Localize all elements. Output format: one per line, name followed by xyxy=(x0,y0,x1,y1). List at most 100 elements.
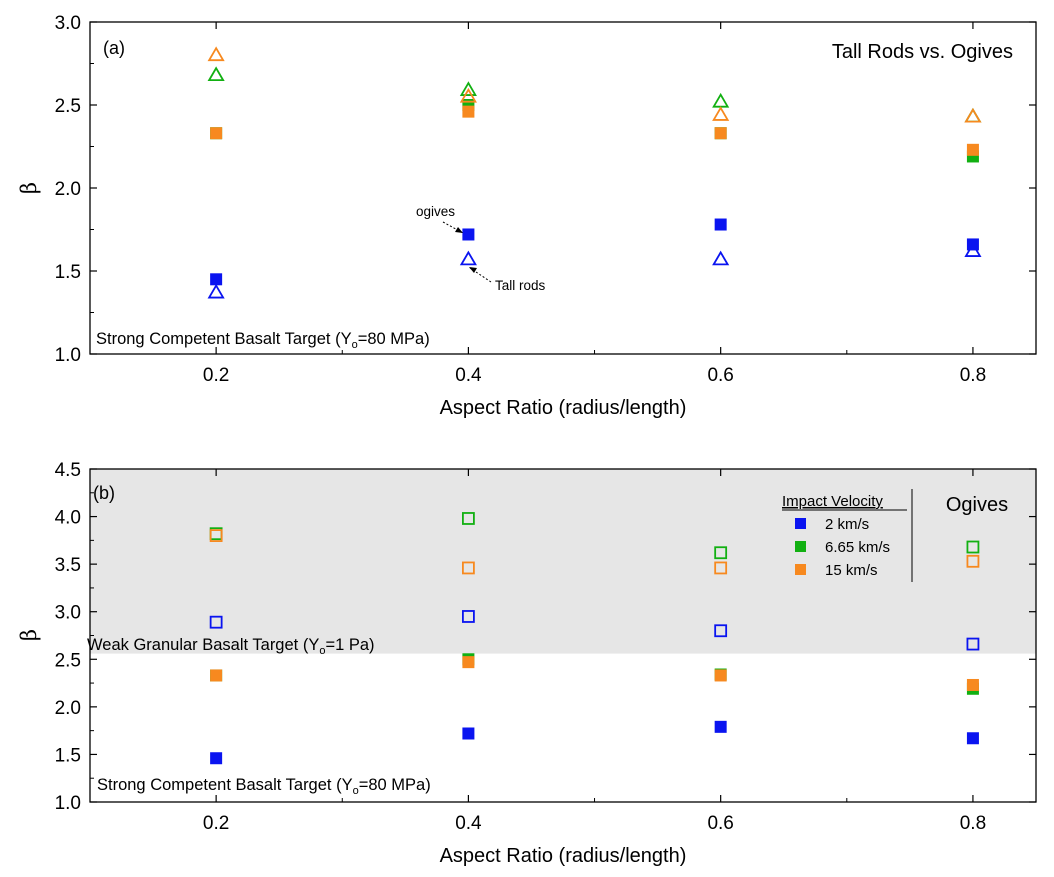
x-tick-label-a-1: 0.4 xyxy=(455,365,482,386)
point-a-blue-triangle-open-1 xyxy=(459,250,477,266)
point-a-blue-square-filled-0 xyxy=(210,273,223,286)
point-a-green-triangle-open-3 xyxy=(964,107,982,123)
point-b-green-square-open-3 xyxy=(966,540,980,554)
point-b-blue-square-open-3 xyxy=(966,637,980,651)
legend-label-15kms: 15 km/s xyxy=(825,562,878,579)
y-tick-label-b-4: 3.0 xyxy=(55,603,81,624)
point-b-orange-square-open-0 xyxy=(209,529,223,542)
point-a-green-triangle-open-1 xyxy=(459,81,477,96)
point-a-blue-triangle-open-0 xyxy=(207,283,225,299)
panel-a-y-axis-title: β xyxy=(17,182,41,194)
point-a-orange-triangle-open-0 xyxy=(207,46,225,62)
point-b-orange-square-filled-1 xyxy=(462,656,475,669)
point-a-orange-triangle-open-2 xyxy=(712,106,730,121)
point-b-blue-square-filled-0 xyxy=(210,752,223,765)
legend-swatch-665kms xyxy=(795,541,806,552)
point-b-green-square-open-1 xyxy=(461,512,475,525)
annotation-tall-rods: Tall rods xyxy=(495,278,546,293)
point-a-orange-triangle-open-3 xyxy=(964,107,982,123)
panel-a-note-suffix: =80 MPa) xyxy=(358,330,430,348)
panel-a-frame xyxy=(89,21,1037,355)
panel-b-shaded-region xyxy=(90,469,1036,654)
legend-title: Impact Velocity xyxy=(782,493,883,510)
point-b-orange-square-open-3 xyxy=(966,554,980,568)
point-b-orange-square-filled-2 xyxy=(714,669,727,682)
legend-label-665kms: 6.65 km/s xyxy=(825,539,890,556)
point-a-blue-triangle-open-2 xyxy=(712,250,730,266)
y-tick-label-b-1: 1.5 xyxy=(55,745,81,766)
panel-b-strong-note-prefix: Strong Competent Basalt Target (Y xyxy=(97,776,353,794)
point-b-green-square-open-2 xyxy=(714,546,728,560)
point-a-green-triangle-open-2 xyxy=(712,92,730,108)
panel-b-label: (b) xyxy=(93,483,115,503)
point-b-blue-square-open-0 xyxy=(209,615,223,629)
panel-a-target-note: Strong Competent Basalt Target (Yo=80 MP… xyxy=(96,330,430,351)
panel-a: 0.2 0.4 0.6 0.8 1.0 1.5 2.0 2.5 3.0 (a) Tall Rod… xyxy=(17,13,1037,419)
legend-swatch-2kms xyxy=(795,518,806,529)
panel-b-strong-note-sub: o xyxy=(353,785,359,797)
point-b-blue-square-open-1 xyxy=(461,610,475,623)
panel-b-title: Ogives xyxy=(946,494,1008,516)
point-a-orange-square-filled-2 xyxy=(714,127,727,140)
panel-a-label: (a) xyxy=(103,38,125,58)
point-b-orange-square-open-2 xyxy=(714,561,728,575)
panel-b-weak-note-suffix: =1 Pa) xyxy=(325,636,374,654)
point-b-orange-square-filled-3 xyxy=(966,678,979,691)
y-tick-label-b-6: 4.0 xyxy=(55,508,81,529)
point-a-blue-square-filled-1 xyxy=(462,228,475,241)
panel-b-weak-note-sub: o xyxy=(319,645,325,657)
x-tick-label-b-0: 0.2 xyxy=(203,813,229,834)
point-a-blue-square-filled-2 xyxy=(714,218,727,231)
panel-b-strong-target-note: Strong Competent Basalt Target (Yo=80 MP… xyxy=(97,776,431,797)
point-b-blue-square-filled-3 xyxy=(966,732,979,745)
panel-a-ticks xyxy=(90,21,1036,355)
panel-a-note-sub: o xyxy=(352,339,358,351)
point-b-blue-square-filled-1 xyxy=(462,727,475,740)
y-tick-label-a-3: 2.5 xyxy=(55,96,81,117)
legend-swatch-15kms xyxy=(795,564,806,575)
y-tick-label-b-7: 4.5 xyxy=(55,460,81,481)
panel-b-frame xyxy=(89,468,1037,803)
y-tick-label-b-5: 3.5 xyxy=(55,555,81,576)
panel-a-title: Tall Rods vs. Ogives xyxy=(832,41,1013,63)
panel-a-marks xyxy=(207,46,982,299)
panel-b-marks xyxy=(209,512,980,765)
y-tick-label-a-1: 1.5 xyxy=(55,262,81,283)
panel-b-strong-note-suffix: =80 MPa) xyxy=(359,776,431,794)
annotation-tall-rods-arrowhead xyxy=(469,267,477,273)
x-tick-label-b-2: 0.6 xyxy=(707,813,733,834)
panel-b-x-axis-title: Aspect Ratio (radius/length) xyxy=(440,845,687,867)
y-tick-label-a-4: 3.0 xyxy=(55,13,81,34)
legend-label-2kms: 2 km/s xyxy=(825,516,869,533)
point-a-orange-triangle-open-1 xyxy=(459,87,477,103)
point-a-green-triangle-open-0 xyxy=(207,66,225,82)
x-tick-label-a-3: 0.8 xyxy=(960,365,986,386)
legend: Impact Velocity 2 km/s 6.65 km/s 15 km/s xyxy=(782,489,913,582)
x-tick-label-b-3: 0.8 xyxy=(960,813,986,834)
point-a-orange-square-filled-3 xyxy=(966,143,979,156)
panel-b: 0.2 0.4 0.6 0.8 1.0 1.5 2.0 2.5 3.0 3.5 4.0 4.5 (b)… xyxy=(17,460,1037,867)
panel-a-note-prefix: Strong Competent Basalt Target (Y xyxy=(96,330,352,348)
point-b-blue-square-filled-2 xyxy=(714,720,727,733)
panel-a-x-axis-title: Aspect Ratio (radius/length) xyxy=(440,397,687,419)
panel-b-y-axis-title: β xyxy=(17,629,41,641)
point-a-orange-square-filled-1 xyxy=(462,105,475,118)
point-b-blue-square-open-2 xyxy=(714,624,728,638)
annotation-ogives-arrowhead xyxy=(455,227,463,233)
y-tick-label-a-0: 1.0 xyxy=(55,345,81,366)
x-tick-label-b-1: 0.4 xyxy=(455,813,482,834)
panel-b-weak-target-note: Weak Granular Basalt Target (Yo=1 Pa) xyxy=(87,636,375,657)
point-a-blue-triangle-open-3 xyxy=(964,242,982,257)
x-tick-label-a-2: 0.6 xyxy=(707,365,733,386)
panel-b-weak-note-prefix: Weak Granular Basalt Target (Y xyxy=(87,636,319,654)
y-tick-label-a-2: 2.0 xyxy=(55,179,81,200)
point-a-orange-square-filled-0 xyxy=(210,127,223,140)
point-b-orange-square-filled-0 xyxy=(210,669,223,682)
panel-a-tick-labels: 0.2 0.4 0.6 0.8 1.0 1.5 2.0 2.5 3.0 xyxy=(55,13,987,386)
annotation-ogives: ogives xyxy=(416,204,455,219)
y-tick-label-b-0: 1.0 xyxy=(55,793,81,814)
y-tick-label-b-2: 2.0 xyxy=(55,698,81,719)
panel-b-tick-labels: 0.2 0.4 0.6 0.8 1.0 1.5 2.0 2.5 3.0 3.5 4.0 4.5 xyxy=(55,460,987,834)
x-tick-label-a-0: 0.2 xyxy=(203,365,229,386)
